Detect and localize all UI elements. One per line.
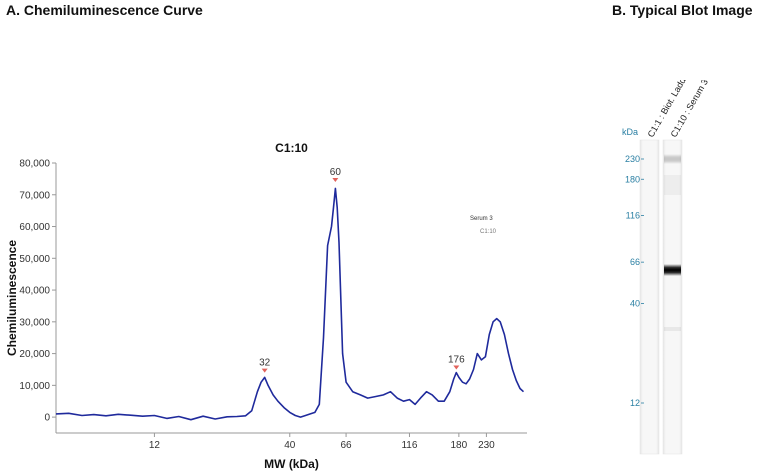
- peak-label: 60: [330, 167, 342, 178]
- panel-a-heading: A. Chemiluminescence Curve: [6, 2, 203, 18]
- y-tick-label: 70,000: [19, 190, 50, 201]
- blot-marker-label: 40: [630, 299, 640, 309]
- y-tick-label: 50,000: [19, 254, 50, 265]
- x-tick-label: 180: [451, 440, 468, 451]
- blot-lane: [662, 139, 683, 455]
- peak-label: 32: [259, 358, 271, 369]
- blot-faint-band: [664, 327, 681, 331]
- legend-sub-label: C1:10: [480, 229, 497, 235]
- blot-smear: [664, 175, 681, 195]
- chart-title: C1:10: [275, 141, 308, 155]
- y-tick-label: 40,000: [19, 286, 50, 297]
- x-tick-label: 230: [478, 440, 495, 451]
- chemiluminescence-chart: 0 10,000 20,000 30,000 40,000 50,000 60,000 70,…: [5, 141, 527, 471]
- blot-unit-label: kDa: [622, 127, 638, 137]
- x-tick-label: 116: [401, 440, 417, 451]
- blot-marker-label: 230: [625, 154, 640, 164]
- blot-band: [664, 154, 681, 164]
- y-tick-label: 20,000: [19, 349, 50, 360]
- series-line: [55, 187, 525, 421]
- panel-b-heading: B. Typical Blot Image: [612, 2, 753, 18]
- blot-marker-label: 66: [630, 257, 640, 267]
- y-tick-label: 30,000: [19, 317, 50, 328]
- y-tick-label: 0: [44, 413, 50, 424]
- x-axis-title: MW (kDa): [264, 457, 319, 471]
- blot-marker-label: 12: [630, 398, 640, 408]
- x-tick-label: 40: [284, 440, 296, 451]
- peak-marker: [261, 368, 268, 373]
- x-tick-label: 12: [149, 440, 161, 451]
- blot-band: [664, 264, 681, 277]
- y-tick-label: 80,000: [19, 159, 50, 170]
- y-tick-label: 10,000: [19, 381, 50, 392]
- peak-label: 176: [448, 354, 465, 365]
- x-tick-label: 66: [341, 440, 353, 451]
- y-axis-title: Chemiluminescence: [5, 240, 19, 356]
- blot-lane: [639, 139, 660, 455]
- blot-marker-label: 116: [626, 211, 640, 221]
- y-tick-label: 60,000: [19, 222, 50, 233]
- blot-marker-label: 180: [625, 174, 640, 184]
- peak-marker: [453, 365, 460, 370]
- legend-series-label: Serum 3: [470, 216, 493, 222]
- peak-marker: [332, 178, 339, 183]
